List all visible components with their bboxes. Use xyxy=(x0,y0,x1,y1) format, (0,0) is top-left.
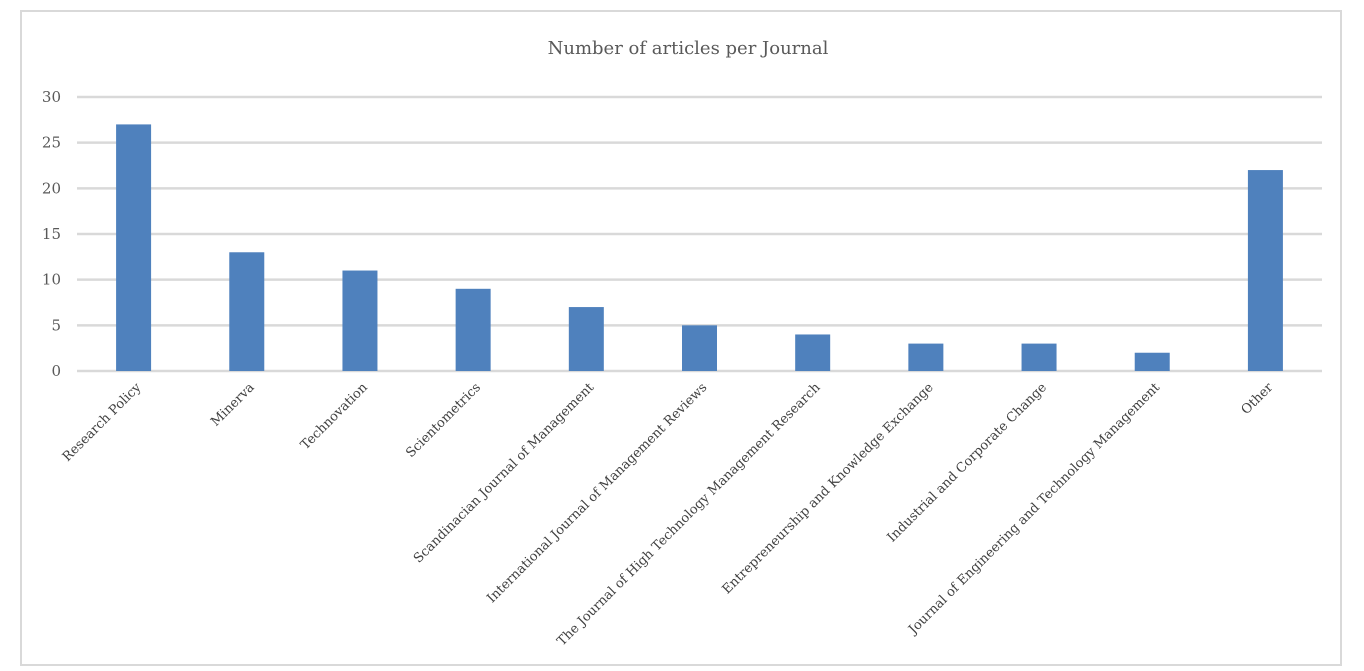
bar-10 xyxy=(1247,170,1283,371)
x-tick-label: Other xyxy=(1239,380,1277,418)
x-tick-label: Minerva xyxy=(208,380,258,430)
y-tick-label: 15 xyxy=(42,225,61,243)
y-tick-label: 30 xyxy=(42,88,61,106)
x-axis-labels: Research Policy Minerva Technovation Scient… xyxy=(60,380,1277,650)
x-tick-label: Entrepreneurship and Knowledge Exchange xyxy=(720,380,937,597)
x-tick-label: Technovation xyxy=(298,380,371,453)
x-tick-label: The Journal of High Technology Managemen… xyxy=(555,380,824,649)
bar-0 xyxy=(116,124,152,372)
x-tick-label: International Journal of Management Revi… xyxy=(484,380,710,606)
x-tick-label: Scandinacian Journal of Management xyxy=(411,380,598,567)
y-tick-label: 25 xyxy=(42,134,61,152)
y-tick-label: 20 xyxy=(42,179,61,197)
x-tick-label: Research Policy xyxy=(60,380,145,465)
bar-7 xyxy=(908,343,944,371)
bar-2 xyxy=(342,270,378,371)
y-tick-label: 5 xyxy=(51,316,61,334)
y-tick-label: 10 xyxy=(42,271,61,289)
gridlines xyxy=(77,95,1322,373)
bar-9 xyxy=(1134,352,1170,371)
bar-3 xyxy=(455,288,491,371)
bar-5 xyxy=(682,325,717,371)
x-tick-label: Scientometrics xyxy=(403,380,484,461)
bar-1 xyxy=(229,252,265,371)
y-axis-ticks: 0 5 10 15 20 25 30 xyxy=(42,88,61,380)
y-tick-label: 0 xyxy=(51,362,61,380)
bar-4 xyxy=(568,307,604,371)
x-tick-label: Journal of Engineering and Technology Ma… xyxy=(905,380,1164,639)
bars xyxy=(116,124,1283,372)
bar-6 xyxy=(795,334,831,371)
bar-8 xyxy=(1021,343,1057,371)
chart-title: Number of articles per Journal xyxy=(548,38,829,59)
